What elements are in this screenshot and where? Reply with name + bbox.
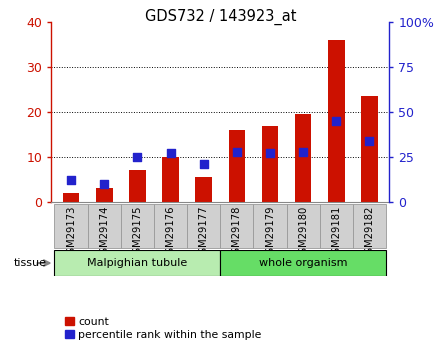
Point: [167, 151, 174, 156]
Bar: [254, 204, 287, 248]
Text: GSM29180: GSM29180: [298, 206, 308, 260]
Text: Malpighian tubule: Malpighian tubule: [87, 258, 187, 268]
Text: GSM29178: GSM29178: [232, 206, 242, 260]
Bar: [63, 193, 79, 202]
Text: GSM29179: GSM29179: [265, 206, 275, 260]
Bar: [262, 126, 278, 202]
Bar: [129, 170, 146, 202]
Point: [134, 154, 141, 160]
Bar: [220, 250, 386, 276]
Bar: [88, 204, 121, 248]
Point: [200, 161, 207, 167]
Point: [366, 138, 373, 144]
Bar: [328, 40, 344, 202]
Text: GSM29176: GSM29176: [166, 206, 175, 260]
Bar: [320, 204, 353, 248]
Bar: [195, 177, 212, 202]
Text: tissue: tissue: [14, 258, 47, 268]
Bar: [187, 204, 220, 248]
Bar: [220, 204, 254, 248]
Bar: [54, 250, 220, 276]
Bar: [353, 204, 386, 248]
Text: GSM29182: GSM29182: [364, 206, 375, 260]
Text: GSM29177: GSM29177: [199, 206, 209, 260]
Text: GDS732 / 143923_at: GDS732 / 143923_at: [145, 9, 296, 25]
Bar: [96, 188, 113, 202]
Bar: [121, 204, 154, 248]
Bar: [162, 157, 179, 202]
Bar: [287, 204, 320, 248]
Legend: count, percentile rank within the sample: count, percentile rank within the sample: [65, 317, 262, 339]
Point: [233, 149, 240, 154]
Point: [299, 149, 307, 154]
Text: whole organism: whole organism: [259, 258, 348, 268]
Point: [267, 151, 274, 156]
Bar: [295, 114, 312, 202]
Point: [101, 181, 108, 187]
Text: GSM29174: GSM29174: [99, 206, 109, 260]
Point: [333, 118, 340, 124]
Text: GSM29175: GSM29175: [132, 206, 142, 260]
Point: [68, 178, 75, 183]
Bar: [154, 204, 187, 248]
Text: GSM29173: GSM29173: [66, 206, 76, 260]
Bar: [229, 130, 245, 202]
Bar: [54, 204, 88, 248]
Text: GSM29181: GSM29181: [332, 206, 341, 260]
Bar: [361, 96, 378, 202]
